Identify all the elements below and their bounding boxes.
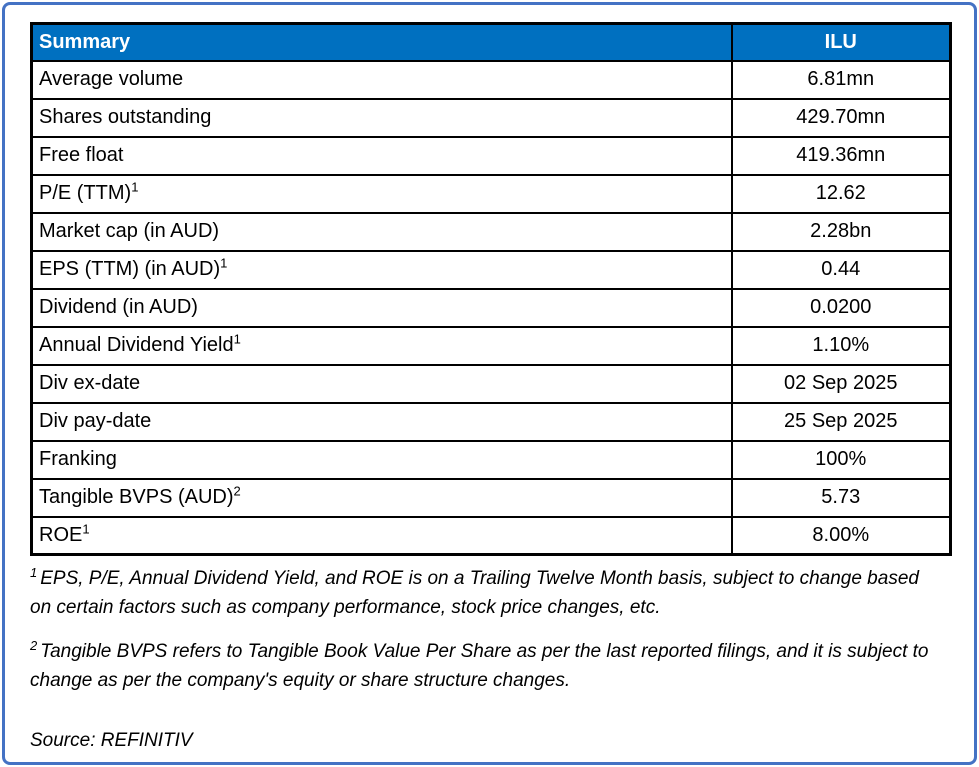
metric-value-cell: 6.81mn (730, 59, 952, 100)
metric-label-cell: Div ex-date (30, 363, 733, 404)
table-row: EPS (TTM) (in AUD)1 0.44 (30, 249, 952, 290)
metric-label: Free float (39, 144, 124, 166)
footnote-marker: 1 (131, 179, 139, 195)
footnote-1-marker: 1 (30, 564, 38, 580)
metric-value-cell: 02 Sep 2025 (730, 363, 952, 404)
metric-label: ROE (39, 523, 83, 546)
table-row: Market cap (in AUD) 2.28bn (30, 211, 952, 252)
table-row: Franking 100% (30, 439, 952, 480)
metric-label: Div ex-date (39, 372, 141, 394)
metric-value-cell: 0.0200 (730, 287, 952, 328)
metric-label: Average volume (39, 68, 184, 90)
metric-value-cell: 25 Sep 2025 (730, 401, 952, 442)
footnote-2: 2 Tangible BVPS refers to Tangible Book V… (30, 637, 942, 696)
footnote-marker: 1 (220, 255, 228, 271)
table-header-summary: Summary (30, 22, 733, 62)
metric-label-cell: Market cap (in AUD) (30, 211, 733, 252)
table-row: Dividend (in AUD) 0.0200 (30, 287, 952, 328)
source-attribution: Source: REFINITIV (30, 729, 193, 751)
metric-label: Annual Dividend Yield (39, 334, 234, 356)
table-row: Div ex-date 02 Sep 2025 (30, 363, 952, 404)
metric-label-cell: Free float (30, 135, 733, 176)
table-row: ROE1 8.00% (30, 515, 952, 556)
footnote-2-text: Tangible BVPS refers to Tangible Book Va… (30, 640, 929, 692)
summary-table: Summary ILU Average volume 6.81mn Shares… (30, 22, 952, 556)
metric-label: Tangible BVPS (AUD) (39, 486, 234, 508)
metric-value-cell: 5.73 (730, 477, 952, 518)
footnote-1: 1 EPS, P/E, Annual Dividend Yield, and RO… (30, 564, 942, 623)
metric-label: Market cap (in AUD) (39, 220, 220, 242)
metric-label-cell: Dividend (in AUD) (30, 287, 733, 328)
metric-label-cell: Tangible BVPS (AUD)2 (30, 477, 733, 518)
metric-value-cell: 1.10% (730, 325, 952, 366)
table-row: Average volume 6.81mn (30, 59, 952, 100)
metric-label: Div pay-date (39, 410, 152, 432)
metric-label-cell: P/E (TTM)1 (30, 173, 733, 214)
metric-value-cell: 12.62 (730, 173, 952, 214)
footnotes-section: 1 EPS, P/E, Annual Dividend Yield, and RO… (30, 564, 942, 755)
metric-label-cell: Annual Dividend Yield1 (30, 325, 733, 366)
metric-label: P/E (TTM) (39, 182, 132, 204)
metric-value-cell: 0.44 (730, 249, 952, 290)
metric-label-cell: Shares outstanding (30, 97, 733, 138)
table-row: P/E (TTM)1 12.62 (30, 173, 952, 214)
table-row: Div pay-date 25 Sep 2025 (30, 401, 952, 442)
metric-value-cell: 100% (730, 439, 952, 480)
footnote-marker: 2 (233, 483, 241, 499)
metric-label-cell: Div pay-date (30, 401, 733, 442)
metric-value-cell: 8.00% (730, 515, 952, 556)
table-header-ticker: ILU (730, 22, 952, 62)
table-row: Shares outstanding 429.70mn (30, 97, 952, 138)
metric-label: Dividend (in AUD) (39, 296, 198, 318)
footnote-2-marker: 2 (30, 637, 38, 653)
table-row: Free float 419.36mn (30, 135, 952, 176)
footnote-marker: 1 (82, 521, 90, 537)
table-row: Tangible BVPS (AUD)2 5.73 (30, 477, 952, 518)
metric-label: Franking (39, 448, 117, 470)
footnote-marker: 1 (233, 331, 241, 347)
metric-label: Shares outstanding (39, 106, 212, 128)
table-row: Annual Dividend Yield1 1.10% (30, 325, 952, 366)
metric-label-cell: Average volume (30, 59, 733, 100)
table-header-row: Summary ILU (30, 22, 952, 62)
metric-value-cell: 429.70mn (730, 97, 952, 138)
metric-value-cell: 419.36mn (730, 135, 952, 176)
metric-label-cell: Franking (30, 439, 733, 480)
metric-value-cell: 2.28bn (730, 211, 952, 252)
metric-label: EPS (TTM) (in AUD) (39, 258, 221, 280)
metric-label-cell: EPS (TTM) (in AUD)1 (30, 249, 733, 290)
summary-panel: Summary ILU Average volume 6.81mn Shares… (30, 22, 952, 755)
footnote-1-text: EPS, P/E, Annual Dividend Yield, and ROE… (30, 568, 919, 619)
metric-label-cell: ROE1 (30, 515, 733, 556)
